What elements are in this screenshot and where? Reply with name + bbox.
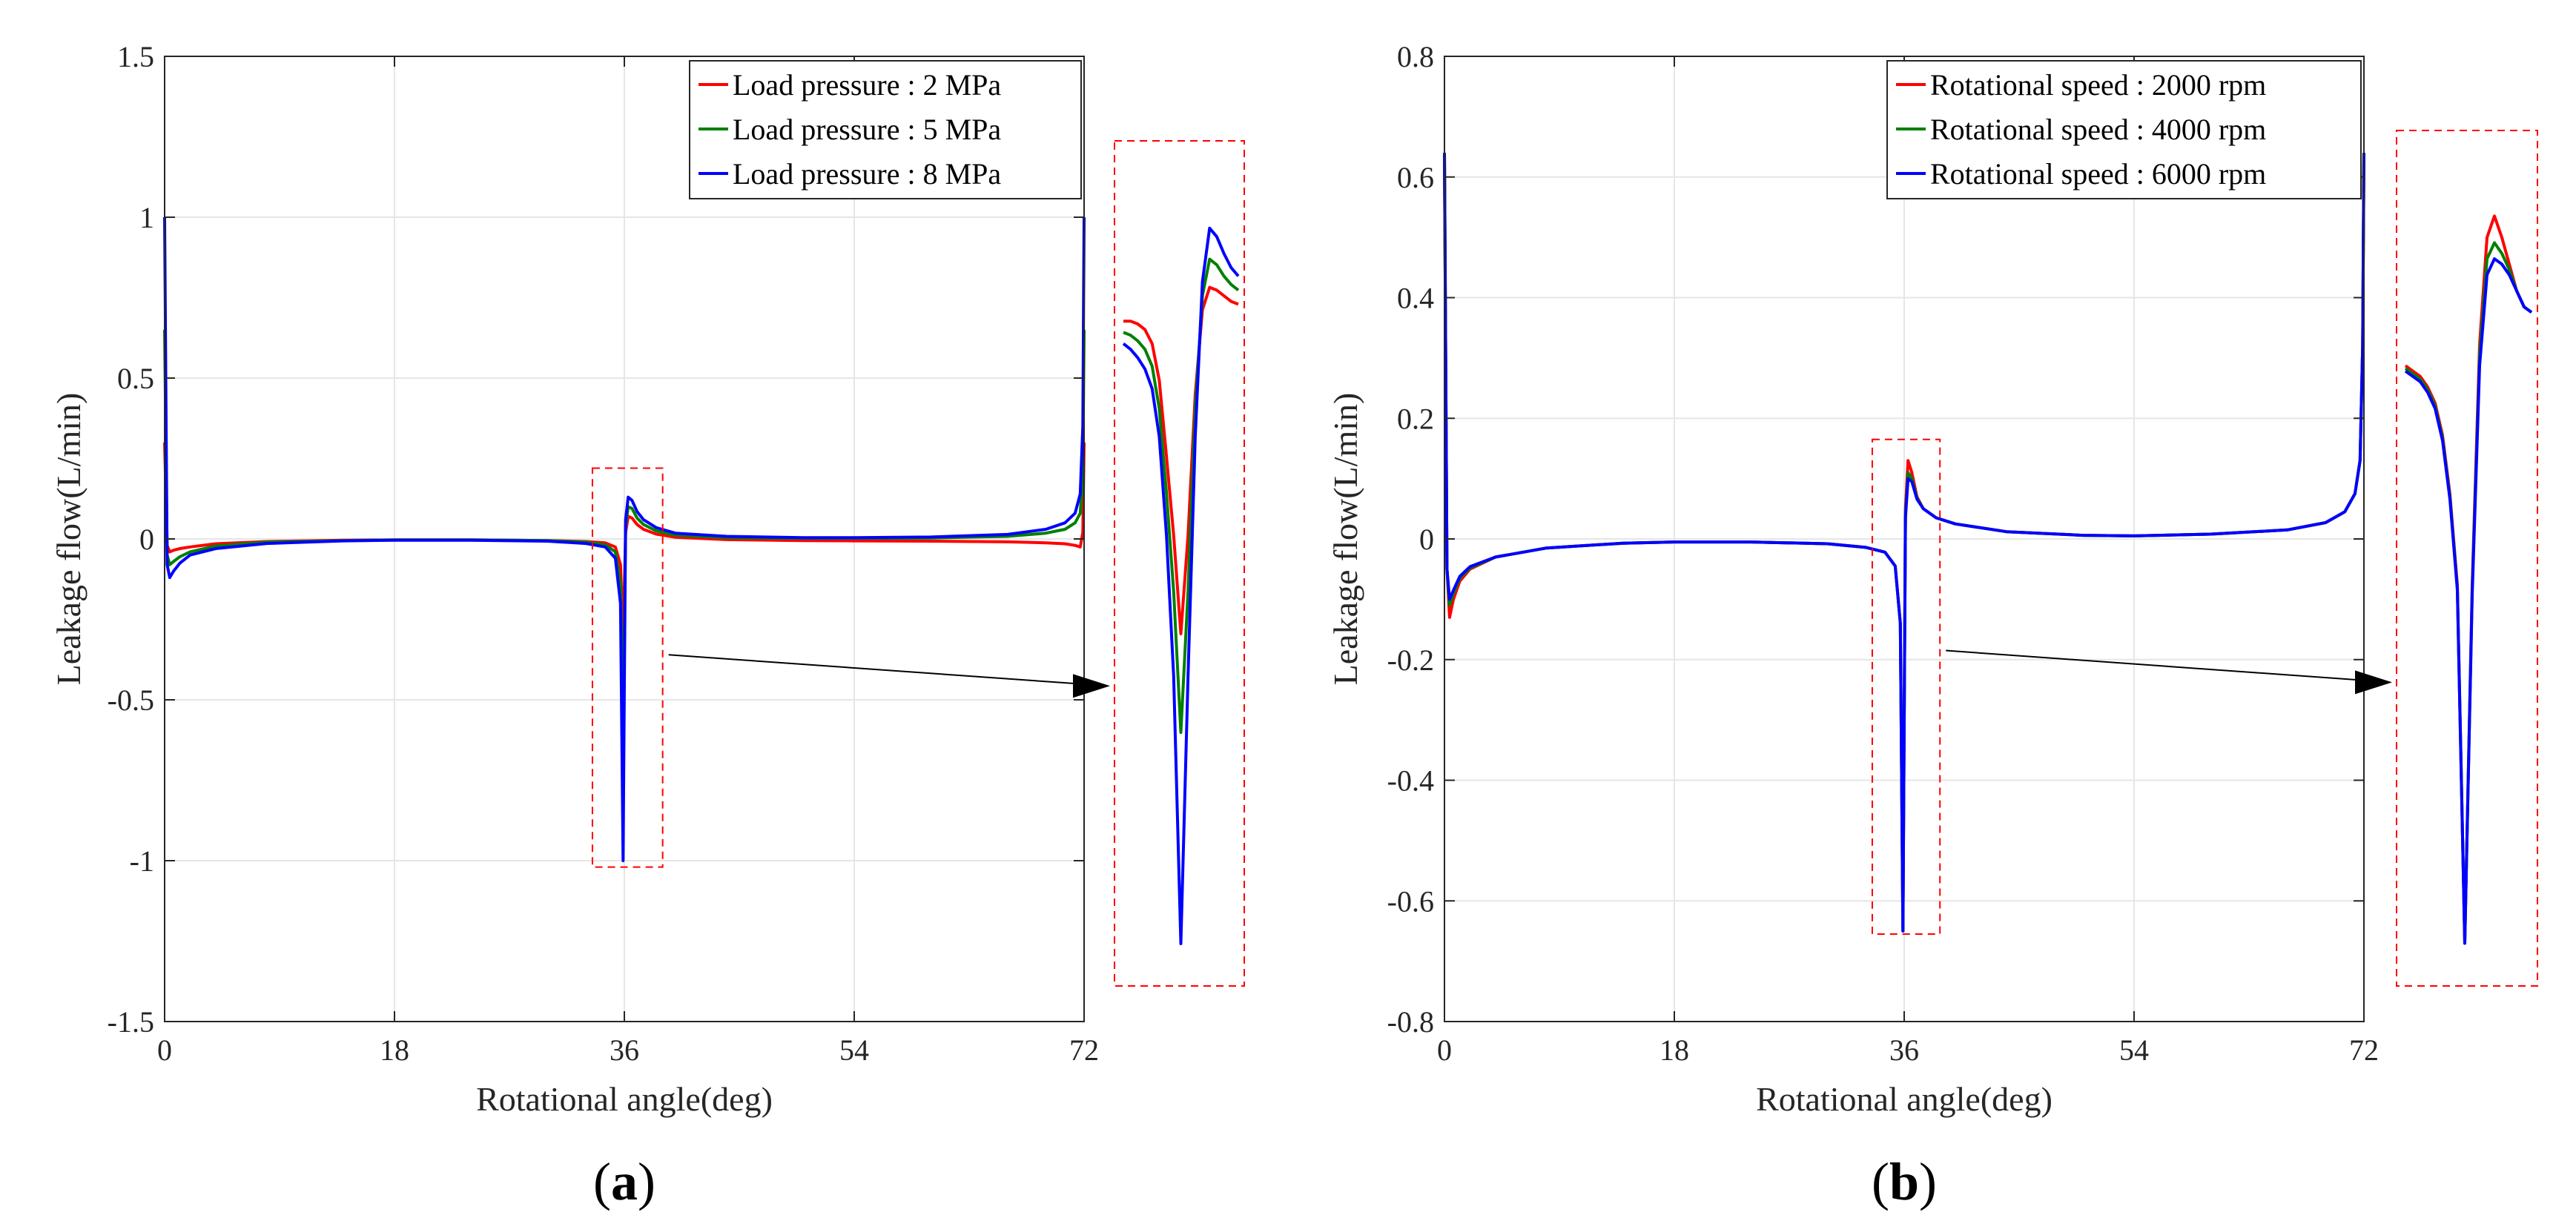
y-tick-label: -0.5 bbox=[108, 684, 154, 717]
panel-label: (a) bbox=[593, 1152, 655, 1211]
zoom-box bbox=[591, 467, 664, 868]
y-tick-label: -1 bbox=[130, 844, 154, 878]
y-tick-label: -0.4 bbox=[1387, 764, 1434, 798]
inset-series-line bbox=[2404, 257, 2533, 945]
y-tick-label: 0 bbox=[1419, 523, 1434, 556]
legend-entry: Load pressure : 5 MPa bbox=[733, 113, 1001, 146]
y-axis-label: Leakage flow(L/min) bbox=[50, 393, 87, 686]
y-tick-label: 0 bbox=[139, 523, 154, 556]
y-tick-label: -1.5 bbox=[108, 1005, 154, 1039]
series-lines bbox=[163, 216, 1086, 862]
panel-label: (b) bbox=[1872, 1152, 1937, 1211]
y-tick-label: -0.2 bbox=[1387, 643, 1434, 677]
legend-entry: Rotational speed : 4000 rpm bbox=[1930, 113, 2266, 146]
legend-entry: Rotational speed : 2000 rpm bbox=[1930, 68, 2266, 102]
x-tick-label: 0 bbox=[157, 1033, 172, 1067]
zoom-arrow-line bbox=[1946, 649, 2360, 681]
x-tick-label: 72 bbox=[1069, 1033, 1099, 1067]
x-tick-label: 54 bbox=[2119, 1033, 2149, 1067]
series-line bbox=[1443, 153, 2365, 933]
y-tick-label: 1.5 bbox=[117, 40, 154, 73]
y-tick-label: 0.2 bbox=[1397, 402, 1434, 435]
zoom-inset bbox=[1114, 140, 1245, 987]
y-axis-label: Leakage flow(L/min) bbox=[1327, 393, 1364, 686]
x-tick-label: 0 bbox=[1437, 1033, 1452, 1067]
y-tick-label: -0.8 bbox=[1387, 1005, 1434, 1039]
zoom-inset bbox=[2396, 130, 2538, 987]
y-tick-labels: -1.5 -1 -0.5 0 0.5 1 1.5 bbox=[108, 40, 1084, 1039]
x-tick-labels: 0 18 36 54 72 bbox=[1437, 56, 2379, 1067]
x-tick-label: 18 bbox=[1659, 1033, 1689, 1067]
y-tick-label: 0.8 bbox=[1397, 40, 1434, 73]
zoom-arrow-head bbox=[1073, 674, 1110, 698]
legend: Load pressure : 2 MPa Load pressure : 5 M… bbox=[689, 60, 1082, 199]
legend-entry: Rotational speed : 6000 rpm bbox=[1930, 157, 2266, 191]
x-tick-label: 54 bbox=[839, 1033, 869, 1067]
x-axis-label: Rotational angle(deg) bbox=[476, 1080, 773, 1118]
y-tick-label: 0.6 bbox=[1397, 161, 1434, 194]
legend-box bbox=[1886, 60, 2362, 199]
series-lines bbox=[1443, 153, 2365, 933]
zoom-box bbox=[1871, 438, 1941, 936]
y-tick-label: 1 bbox=[139, 201, 154, 234]
zoom-arrow-line bbox=[668, 654, 1078, 685]
y-tick-label: 0.5 bbox=[117, 362, 154, 395]
zoom-annotation bbox=[1871, 438, 2392, 936]
x-tick-label: 36 bbox=[610, 1033, 639, 1067]
inset-series-line bbox=[1122, 226, 1240, 945]
x-tick-label: 18 bbox=[380, 1033, 409, 1067]
x-axis-label: Rotational angle(deg) bbox=[1756, 1080, 2052, 1118]
y-tick-label: 0.4 bbox=[1397, 282, 1434, 315]
x-tick-labels: 0 18 36 54 72 bbox=[157, 56, 1099, 1067]
y-tick-labels: -0.8 -0.6 -0.4 -0.2 0 0.2 0.4 0.6 0.8 bbox=[1387, 40, 2364, 1039]
legend: Rotational speed : 2000 rpm Rotational sp… bbox=[1886, 60, 2362, 199]
zoom-arrow-head bbox=[2355, 670, 2392, 695]
y-tick-label: -0.6 bbox=[1387, 884, 1434, 918]
series-line bbox=[163, 216, 1086, 862]
chart-panel-b: 0 18 36 54 72 -0.8-0.6-0.4-0.200.20.40.60.8 … bbox=[1327, 40, 2538, 1211]
inset-series-line bbox=[1123, 257, 1240, 734]
legend-box bbox=[689, 60, 1082, 199]
x-tick-label: 72 bbox=[2349, 1033, 2379, 1067]
legend-entry: Load pressure : 8 MPa bbox=[733, 157, 1001, 191]
zoom-annotation bbox=[591, 467, 1110, 868]
x-tick-label: 36 bbox=[1889, 1033, 1919, 1067]
chart-panel-a: 0 18 36 54 72 -1.5 -1 -0.5 0 0.5 1 1.5 Rotational … bbox=[50, 40, 1245, 1211]
legend-entry: Load pressure : 2 MPa bbox=[733, 68, 1001, 102]
inset-series-line bbox=[1123, 285, 1239, 635]
